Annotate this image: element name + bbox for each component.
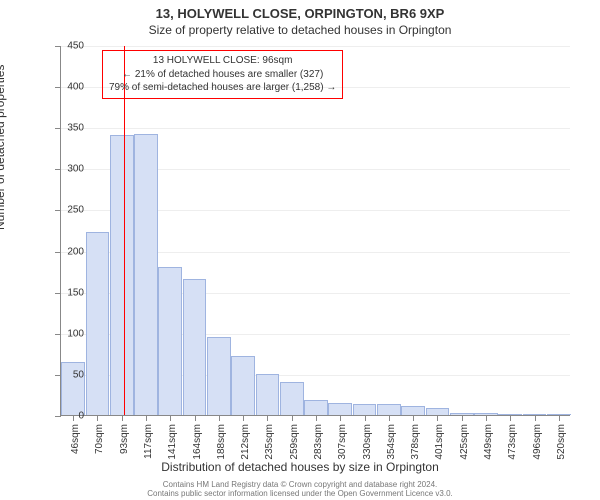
x-tick (535, 415, 536, 421)
y-tick-label: 400 (44, 82, 84, 93)
chart-plot-area (60, 46, 570, 416)
y-tick-label: 100 (44, 328, 84, 339)
y-tick-label: 0 (44, 411, 84, 422)
page-root: 13, HOLYWELL CLOSE, ORPINGTON, BR6 9XP S… (0, 0, 600, 500)
bar (353, 404, 377, 415)
x-tick (437, 415, 438, 421)
x-tick (219, 415, 220, 421)
bar (158, 267, 182, 415)
x-tick (559, 415, 560, 421)
x-axis-title: Distribution of detached houses by size … (0, 460, 600, 474)
bar (110, 135, 134, 415)
x-tick (170, 415, 171, 421)
x-tick (510, 415, 511, 421)
annotation-line: ← 21% of detached houses are smaller (32… (109, 68, 336, 82)
footer-line: Contains public sector information licen… (0, 490, 600, 499)
x-tick (122, 415, 123, 421)
y-tick-label: 350 (44, 123, 84, 134)
bar (86, 232, 110, 415)
marker-line (124, 46, 125, 415)
y-tick-label: 450 (44, 41, 84, 52)
annotation-line: 79% of semi-detached houses are larger (… (109, 81, 336, 95)
bar (426, 408, 450, 415)
x-tick (462, 415, 463, 421)
y-tick-label: 300 (44, 164, 84, 175)
bar (328, 403, 352, 415)
x-tick (195, 415, 196, 421)
y-tick-label: 50 (44, 369, 84, 380)
footer-attribution: Contains HM Land Registry data © Crown c… (0, 481, 600, 500)
y-tick-label: 200 (44, 246, 84, 257)
y-axis-title: Number of detached properties (0, 65, 7, 230)
bar (401, 406, 425, 415)
x-tick (267, 415, 268, 421)
x-tick (316, 415, 317, 421)
x-tick (486, 415, 487, 421)
bar (207, 337, 231, 415)
x-tick (146, 415, 147, 421)
y-tick-label: 250 (44, 205, 84, 216)
annotation-line: 13 HOLYWELL CLOSE: 96sqm (109, 54, 336, 68)
x-tick (365, 415, 366, 421)
bar (377, 404, 401, 415)
bar (304, 400, 328, 415)
x-tick (97, 415, 98, 421)
x-tick (243, 415, 244, 421)
grid-line (61, 46, 570, 47)
grid-line (61, 128, 570, 129)
x-tick (413, 415, 414, 421)
page-subtitle: Size of property relative to detached ho… (0, 21, 600, 37)
x-tick (340, 415, 341, 421)
x-tick (389, 415, 390, 421)
x-tick (292, 415, 293, 421)
y-tick-label: 150 (44, 287, 84, 298)
bar (183, 279, 207, 415)
bar (231, 356, 255, 415)
annotation-box: 13 HOLYWELL CLOSE: 96sqm ← 21% of detach… (102, 50, 343, 99)
bar (280, 382, 304, 415)
bar (134, 134, 158, 415)
page-title: 13, HOLYWELL CLOSE, ORPINGTON, BR6 9XP (0, 0, 600, 21)
bar (256, 374, 280, 415)
